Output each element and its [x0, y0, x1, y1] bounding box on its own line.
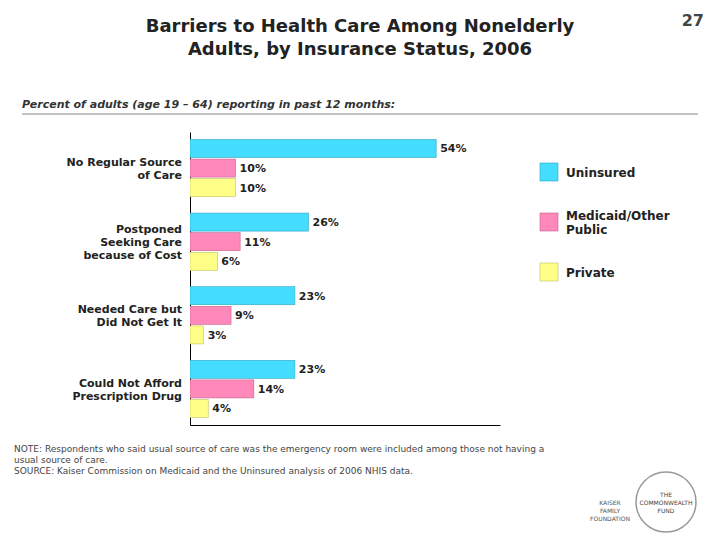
text-line: Postponed	[116, 223, 182, 236]
data-label: 23%	[299, 290, 325, 303]
text-line: FOUNDATION	[590, 515, 630, 522]
legend-label: Uninsured	[566, 166, 635, 180]
x-axis-line	[191, 425, 501, 426]
text-line: 27	[682, 11, 704, 30]
y-tick: Needed Care butDid Not Get It	[78, 303, 190, 329]
bar	[190, 287, 295, 305]
bar	[190, 252, 217, 270]
legend-label: Medicaid/OtherPublic	[566, 209, 670, 237]
bar	[190, 306, 231, 324]
chart-container: Barriers to Health Care Among Nonelderly…	[0, 0, 720, 540]
bar	[190, 213, 309, 231]
text-line: THE	[659, 491, 672, 498]
logo-circle	[636, 472, 696, 532]
chart-svg: Barriers to Health Care Among Nonelderly…	[0, 0, 720, 540]
data-label: 26%	[313, 216, 339, 229]
text-line: of Care	[137, 169, 182, 182]
y-tick-label: Needed Care butDid Not Get It	[78, 303, 182, 329]
subtitle-underline	[22, 114, 698, 115]
subtitle: Percent of adults (age 19 – 64) reportin…	[22, 98, 395, 111]
text-line: Could Not Afford	[79, 377, 182, 390]
legend: Uninsured Medicaid/OtherPublic Private	[540, 163, 670, 281]
y-axis: No Regular Sourceof Care PostponedSeeking…	[67, 133, 191, 426]
bar	[190, 159, 236, 177]
text-line: FUND	[658, 507, 675, 514]
text-line: Needed Care but	[78, 303, 182, 316]
legend-item: Uninsured	[540, 163, 635, 181]
legend-item: Private	[540, 263, 615, 281]
bar	[190, 179, 236, 197]
text-line: because of Cost	[83, 249, 182, 262]
data-label: 10%	[240, 162, 266, 175]
bar	[190, 380, 254, 398]
text-line: SOURCE: Kaiser Commission on Medicaid an…	[14, 466, 413, 476]
bar	[190, 400, 208, 418]
data-label: 3%	[208, 329, 227, 342]
data-label: 4%	[212, 402, 231, 415]
y-tick: Could Not AffordPrescription Drug	[72, 377, 190, 403]
logo-text: THECOMMONWEALTHFUND	[640, 491, 693, 514]
text-line: KAISER	[599, 499, 620, 506]
legend-swatch	[540, 163, 558, 181]
text-line: usual source of care.	[14, 455, 108, 465]
bar	[190, 360, 295, 378]
text-line: Public	[566, 223, 607, 237]
data-label: 23%	[299, 363, 325, 376]
legend-swatch	[540, 213, 558, 231]
data-labels: 54% 26% 23% 23% 10% 11% 9% 14% 10% 6% 3% 4%	[208, 142, 467, 415]
legend-item: Medicaid/OtherPublic	[540, 209, 670, 237]
y-tick-label: PostponedSeeking Carebecause of Cost	[83, 223, 182, 262]
text-line: Uninsured	[566, 166, 635, 180]
data-label: 10%	[240, 182, 266, 195]
y-tick: No Regular Sourceof Care	[67, 156, 190, 182]
title: Barriers to Health Care Among Nonelderly…	[146, 15, 575, 59]
logo-text: KAISERFAMILYFOUNDATION	[590, 499, 630, 522]
data-label: 14%	[258, 383, 284, 396]
slide-number: 27	[682, 11, 704, 30]
bar	[190, 139, 436, 157]
y-tick-label: Could Not AffordPrescription Drug	[72, 377, 182, 403]
data-label: 54%	[440, 142, 466, 155]
data-label: 11%	[244, 236, 270, 249]
y-tick: PostponedSeeking Carebecause of Cost	[83, 223, 190, 262]
text-line: NOTE: Respondents who said usual source …	[14, 444, 544, 454]
text-line: Barriers to Health Care Among Nonelderly	[146, 15, 575, 36]
bar	[190, 326, 204, 344]
x-axis	[191, 425, 501, 426]
bar	[190, 233, 240, 251]
bars	[190, 139, 436, 417]
text-line: Medicaid/Other	[566, 209, 670, 223]
text-line: No Regular Source	[67, 156, 182, 169]
text-line: Adults, by Insurance Status, 2006	[188, 38, 532, 59]
text-line: Did Not Get It	[97, 316, 182, 329]
legend-label: Private	[566, 266, 615, 280]
y-tick-label: No Regular Sourceof Care	[67, 156, 182, 182]
note: NOTE: Respondents who said usual source …	[14, 444, 544, 476]
text-line: Prescription Drug	[72, 390, 182, 403]
text-line: FAMILY	[600, 507, 620, 514]
legend-swatch	[540, 263, 558, 281]
data-label: 9%	[235, 309, 254, 322]
text-line: Seeking Care	[100, 236, 182, 249]
text-line: Private	[566, 266, 615, 280]
text-line: COMMONWEALTH	[640, 499, 693, 506]
data-label: 6%	[221, 255, 240, 268]
